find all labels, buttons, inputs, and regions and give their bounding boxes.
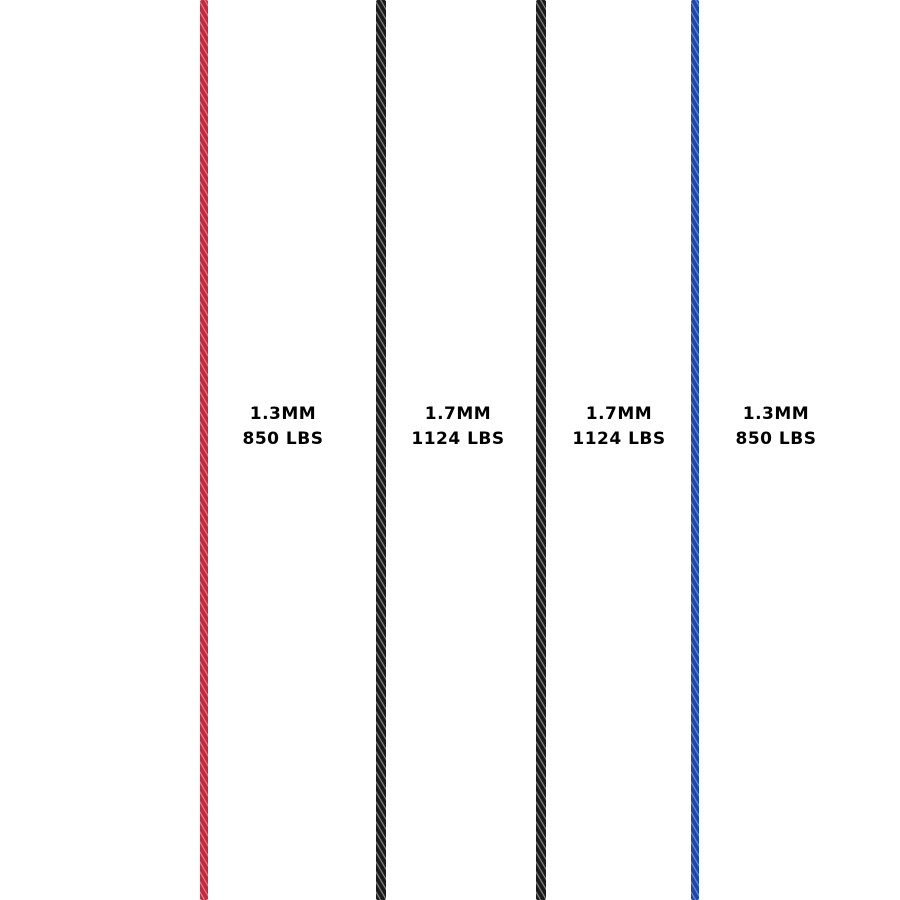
rope-label-4: 1.3MM 850 LBS — [706, 402, 846, 452]
rope-black-2 — [536, 0, 546, 900]
rope-label-2: 1.7MM 1124 LBS — [388, 402, 528, 452]
strength-text: 850 LBS — [242, 429, 324, 449]
rope-black-1 — [376, 0, 386, 900]
diameter-text: 1.3MM — [742, 404, 810, 424]
diameter-text: 1.7MM — [424, 404, 492, 424]
rope-label-1: 1.3MM 850 LBS — [213, 402, 353, 452]
diameter-text: 1.7MM — [585, 404, 653, 424]
strength-text: 1124 LBS — [411, 429, 505, 449]
strength-text: 850 LBS — [735, 429, 817, 449]
rope-red — [200, 0, 208, 900]
rope-blue — [691, 0, 699, 900]
diameter-text: 1.3MM — [249, 404, 317, 424]
rope-label-3: 1.7MM 1124 LBS — [549, 402, 689, 452]
strength-text: 1124 LBS — [572, 429, 666, 449]
